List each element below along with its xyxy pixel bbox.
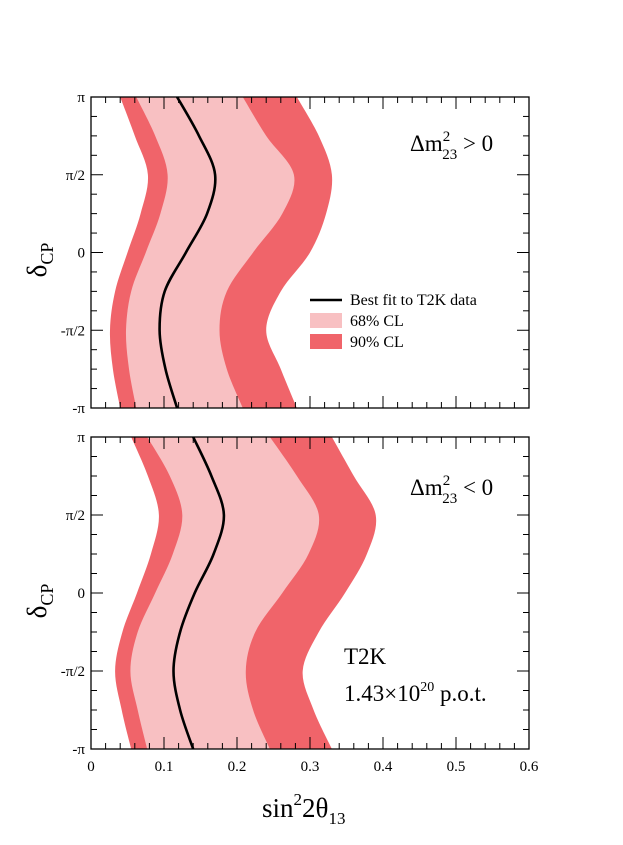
legend-68cl-swatch xyxy=(310,313,342,328)
top-y-tick-label: π/2 xyxy=(66,168,85,184)
legend-90cl-swatch xyxy=(310,334,342,349)
legend: Best fit to T2K data 68% CL 90% CL xyxy=(310,292,477,351)
x-tick-label: 0 xyxy=(87,759,95,775)
x-tick-label: 0.6 xyxy=(520,759,539,775)
bottom-panel: 0 0.1 0.2 0.3 0.4 0.5 0.6 -π -π/2 0 π/2 π xyxy=(61,430,539,775)
x-tick-label: 0.1 xyxy=(155,759,174,775)
bottom-y-tick-label: 0 xyxy=(78,586,86,602)
legend-90cl-label: 90% CL xyxy=(350,334,404,351)
bottom-y-tick-label: -π xyxy=(72,742,85,758)
bottom-y-axis-title: δCP xyxy=(22,584,57,619)
x-tick-label: 0.3 xyxy=(301,759,320,775)
x-tick-label: 0.2 xyxy=(228,759,247,775)
top-y-axis-title: δCP xyxy=(22,243,57,278)
svg-text:δCP: δCP xyxy=(22,243,57,278)
top-panel: -π -π/2 0 π/2 π xyxy=(61,90,530,417)
bottom-y-tick-label: π xyxy=(77,430,85,446)
bottom-best-fit-line xyxy=(172,436,226,750)
top-cl68-region xyxy=(125,97,295,408)
top-y-tick-label: π xyxy=(77,90,85,106)
top-mass-hierarchy-label: Δm2 23 > 0 xyxy=(410,129,493,163)
x-tick-label: 0.5 xyxy=(447,759,466,775)
legend-68cl-label: 68% CL xyxy=(350,313,404,330)
x-axis-title: sin22θ13 xyxy=(262,790,345,828)
bottom-y-tick-label: π/2 xyxy=(66,508,85,524)
top-y-tick-label: 0 xyxy=(78,246,86,262)
legend-bestfit-label: Best fit to T2K data xyxy=(350,292,477,309)
bottom-y-tick-label: -π/2 xyxy=(61,664,85,680)
bottom-mass-hierarchy-label: Δm2 23 < 0 xyxy=(410,473,493,507)
experiment-name: T2K xyxy=(344,644,387,669)
bottom-cl68-region xyxy=(130,437,320,749)
svg-text:δCP: δCP xyxy=(22,584,57,619)
top-best-fit-line xyxy=(158,96,217,409)
x-tick-label: 0.4 xyxy=(374,759,393,775)
top-y-tick-label: -π xyxy=(72,401,85,417)
top-y-tick-label: -π/2 xyxy=(61,323,85,339)
pot-label: 1.43×1020 p.o.t. xyxy=(344,680,487,706)
